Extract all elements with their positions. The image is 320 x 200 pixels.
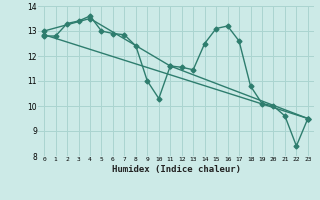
X-axis label: Humidex (Indice chaleur): Humidex (Indice chaleur) (111, 165, 241, 174)
